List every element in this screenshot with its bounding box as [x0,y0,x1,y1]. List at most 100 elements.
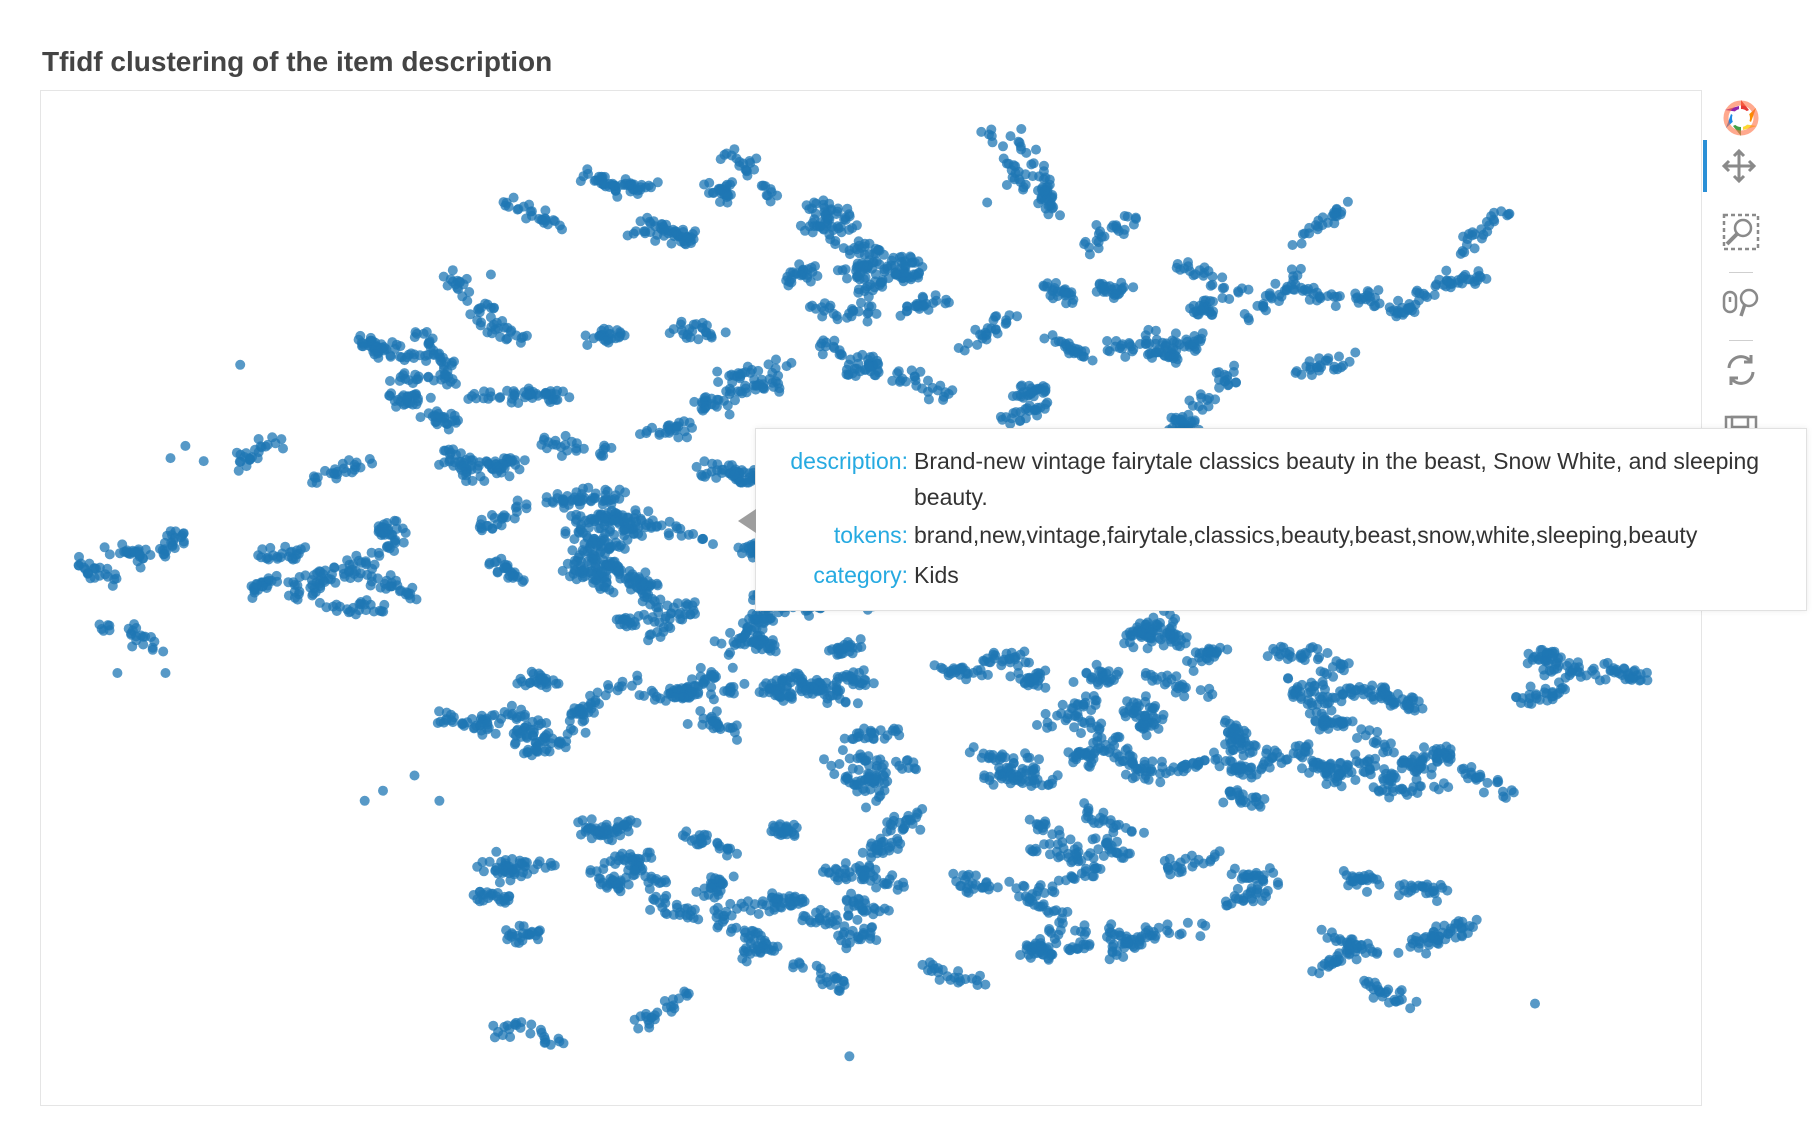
scatter-point[interactable] [367,458,378,469]
scatter-point[interactable] [972,339,983,350]
scatter-point[interactable] [501,334,512,345]
scatter-point[interactable] [510,937,521,948]
scatter-point[interactable] [875,754,886,765]
scatter-point[interactable] [877,281,888,292]
scatter-point[interactable] [494,392,505,403]
scatter-point[interactable] [1608,663,1619,674]
scatter-point[interactable] [982,669,993,680]
scatter-point[interactable] [310,473,321,483]
scatter-point[interactable] [1171,671,1182,682]
scatter-point[interactable] [571,443,582,454]
scatter-point[interactable] [795,270,806,281]
scatter-point[interactable] [851,220,862,231]
scatter-point[interactable] [800,685,811,696]
scatter-point[interactable] [1076,728,1086,739]
scatter-point[interactable] [775,692,786,703]
scatter-point[interactable] [814,341,825,352]
scatter-point[interactable] [913,256,924,267]
scatter-point[interactable] [158,646,169,657]
scatter-point[interactable] [887,870,898,881]
scatter-point[interactable] [1426,769,1437,780]
scatter-point[interactable] [832,915,843,926]
scatter-point[interactable] [676,316,687,327]
scatter-point[interactable] [664,328,675,339]
scatter-point[interactable] [1409,705,1420,716]
scatter-point[interactable] [481,520,492,531]
scatter-point[interactable] [1282,654,1293,665]
scatter-point[interactable] [685,235,696,246]
scatter-point[interactable] [1204,392,1214,403]
scatter-point[interactable] [538,217,549,228]
scatter-point[interactable] [234,456,245,467]
scatter-point[interactable] [1088,691,1099,701]
scatter-point[interactable] [469,723,479,734]
scatter-point[interactable] [768,615,779,626]
scatter-point[interactable] [970,879,981,890]
scatter-point[interactable] [403,375,414,386]
scatter-point[interactable] [859,870,870,881]
scatter-point[interactable] [699,891,710,901]
scatter-point[interactable] [1244,747,1255,758]
scatter-point[interactable] [122,545,132,556]
scatter-point[interactable] [1120,351,1131,362]
scatter-point[interactable] [541,676,552,687]
scatter-point[interactable] [1027,171,1038,182]
scatter-point[interactable] [741,943,751,954]
scatter-point[interactable] [887,375,898,386]
scatter-point[interactable] [691,461,702,472]
scatter-point[interactable] [770,363,781,374]
scatter-point[interactable] [308,588,319,599]
scatter-point[interactable] [601,494,612,505]
scatter-point[interactable] [1329,207,1340,218]
scatter-point[interactable] [1344,356,1355,367]
scatter-point[interactable] [482,719,493,730]
scatter-point[interactable] [1290,367,1301,378]
scatter-point[interactable] [618,525,629,536]
scatter-point[interactable] [585,514,596,525]
scatter-point[interactable] [421,327,432,337]
scatter-point[interactable] [873,359,884,369]
scatter-point[interactable] [1190,269,1201,280]
scatter-point[interactable] [147,642,158,653]
scatter-point[interactable] [361,559,372,570]
scatter-point[interactable] [1504,208,1515,219]
scatter-point[interactable] [869,773,880,784]
scatter-point[interactable] [501,197,512,208]
scatter-point[interactable] [1350,288,1361,299]
scatter-point[interactable] [288,554,299,565]
scatter-point[interactable] [1362,290,1373,301]
scatter-point[interactable] [1305,362,1316,373]
scatter-point[interactable] [1094,723,1105,734]
scatter-point[interactable] [1475,771,1486,782]
scatter-point[interactable] [1283,673,1293,684]
scatter-point[interactable] [562,729,573,739]
scatter-point[interactable] [526,666,537,677]
scatter-point[interactable] [633,1023,644,1034]
scatter-point[interactable] [881,878,892,889]
scatter-point[interactable] [1229,360,1240,371]
scatter-point[interactable] [781,821,792,832]
scatter-point[interactable] [681,910,692,921]
scatter-point[interactable] [732,848,742,859]
scatter-point[interactable] [608,180,619,191]
scatter-point[interactable] [898,881,909,892]
scatter-point[interactable] [844,867,855,878]
scatter-point[interactable] [757,899,768,910]
scatter-point[interactable] [1143,349,1153,360]
scatter-point[interactable] [558,386,568,397]
scatter-point[interactable] [1096,232,1107,242]
scatter-point[interactable] [1008,758,1019,769]
scatter-point[interactable] [600,582,611,593]
scatter-point[interactable] [713,377,724,387]
scatter-point[interactable] [841,943,852,954]
scatter-point[interactable] [640,520,651,530]
scatter-point[interactable] [127,641,138,652]
scatter-point[interactable] [1549,664,1560,675]
scatter-point[interactable] [1010,161,1021,172]
scatter-point[interactable] [1078,351,1089,362]
scatter-point[interactable] [1196,656,1207,667]
scatter-point[interactable] [295,544,306,555]
scatter-point[interactable] [695,706,706,716]
scatter-point[interactable] [1141,730,1152,741]
scatter-point[interactable] [515,337,526,348]
